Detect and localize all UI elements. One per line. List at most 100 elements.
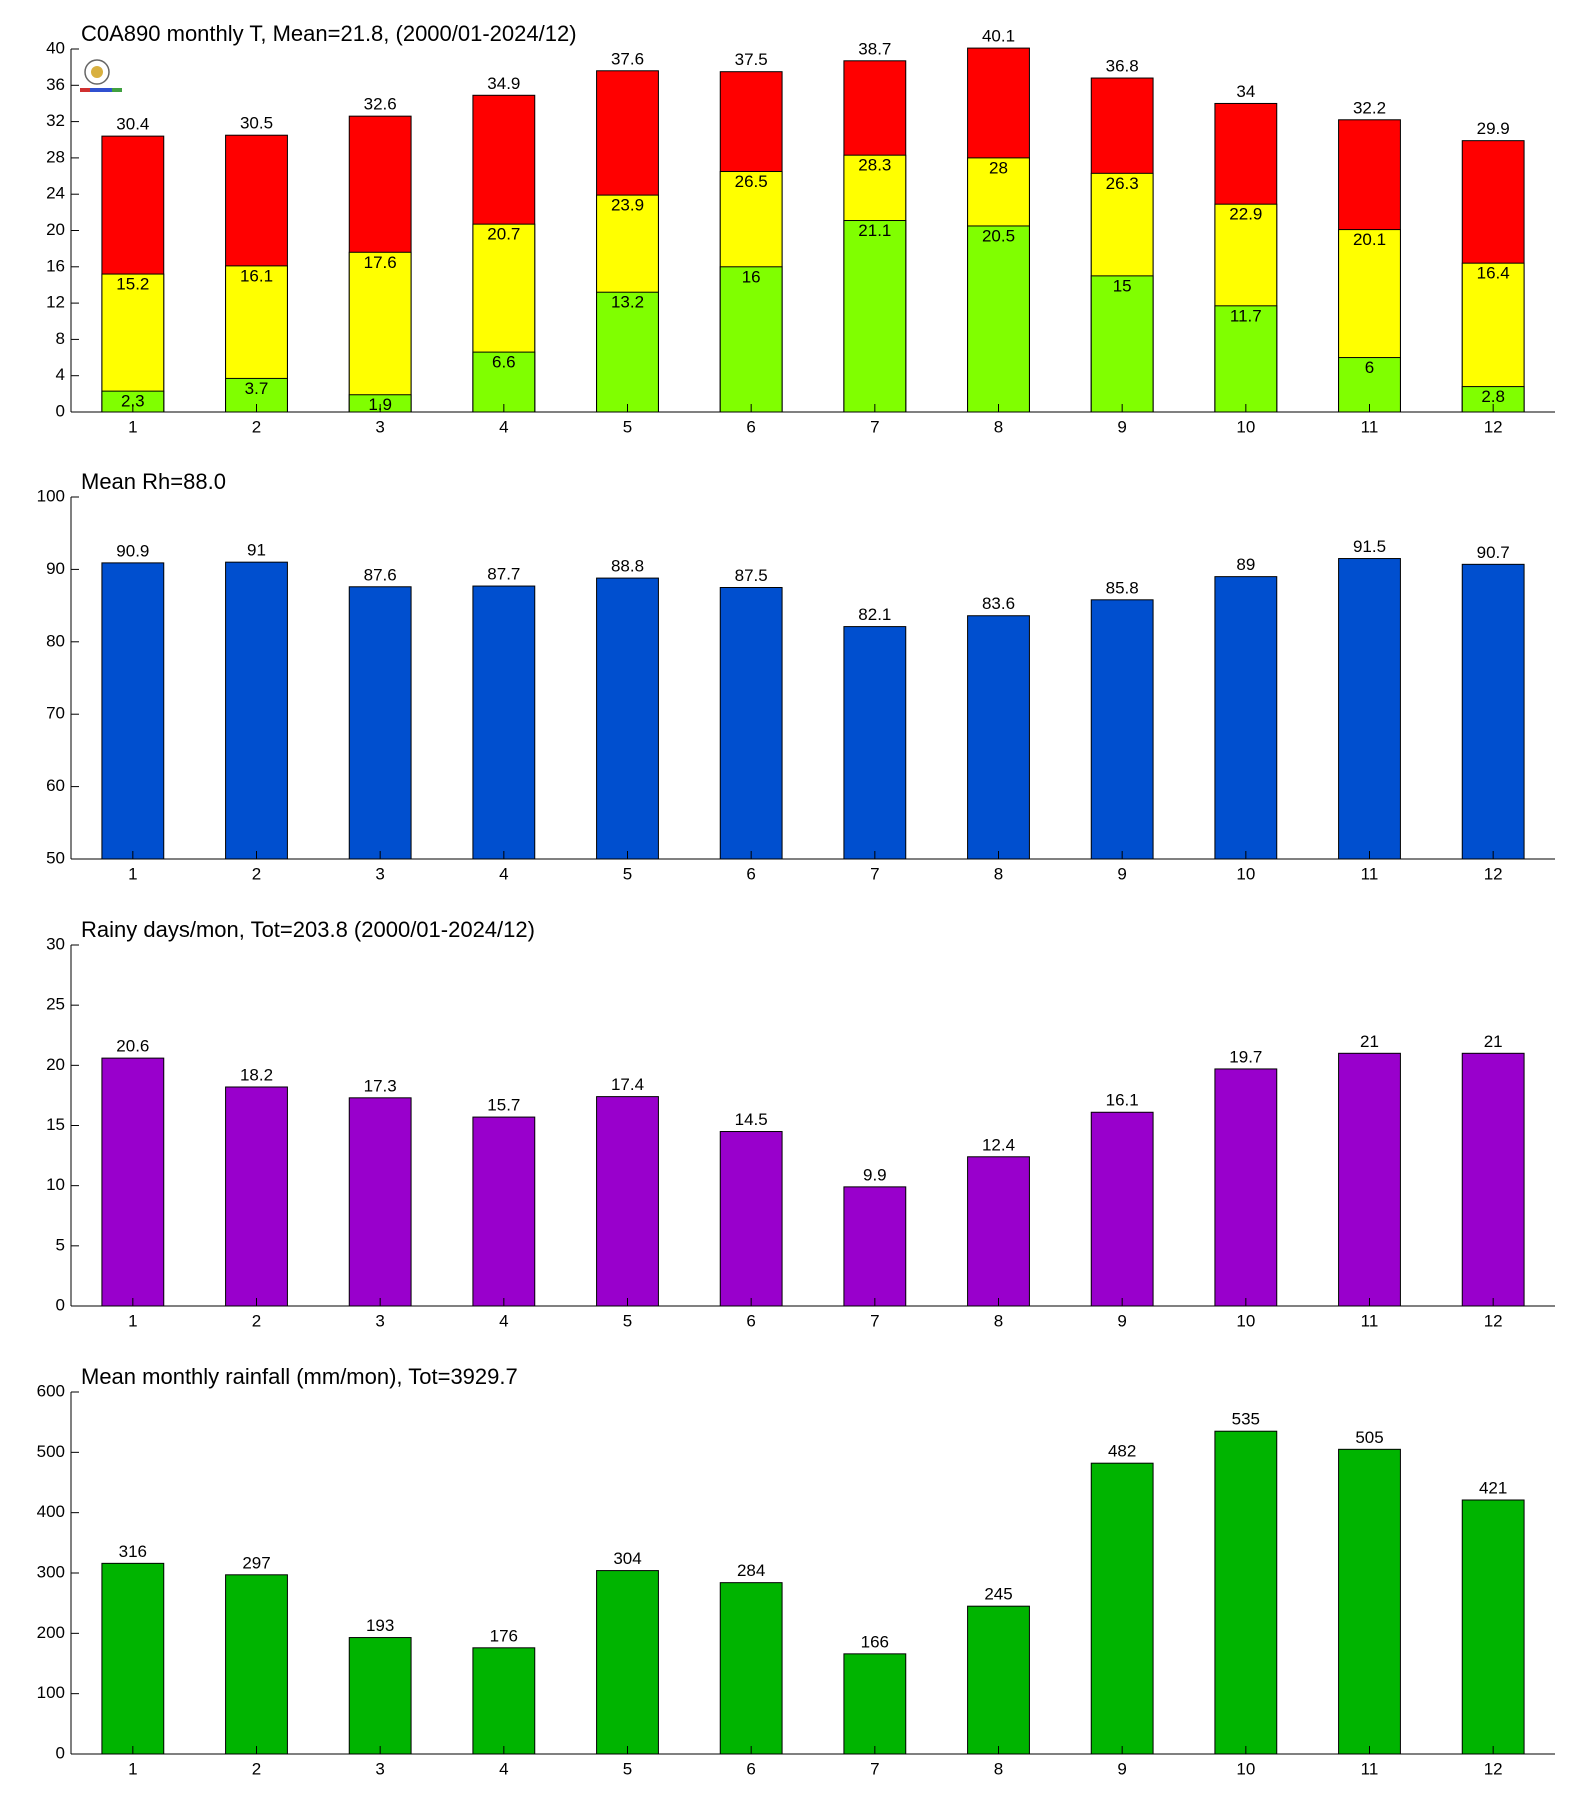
x-tick-label: 2 — [252, 1311, 261, 1330]
x-tick-label: 12 — [1484, 864, 1503, 883]
value-label: 38.7 — [858, 39, 891, 58]
value-label: 91.5 — [1353, 537, 1386, 556]
value-label: 15.7 — [487, 1096, 520, 1115]
bar — [967, 615, 1030, 860]
value-label: 12.4 — [982, 1135, 1015, 1154]
bar — [101, 562, 165, 860]
value-label: 166 — [861, 1632, 889, 1651]
y-tick-label: 300 — [37, 1562, 65, 1581]
value-label: 17.4 — [611, 1075, 644, 1094]
chart-title: Mean monthly rainfall (mm/mon), Tot=3929… — [81, 1364, 518, 1389]
value-label: 22.9 — [1229, 205, 1262, 224]
y-tick-label: 200 — [37, 1623, 65, 1642]
x-tick-label: 12 — [1484, 1759, 1503, 1778]
y-tick-label: 500 — [37, 1442, 65, 1461]
bar — [1090, 599, 1154, 860]
value-label: 15.2 — [116, 275, 149, 294]
value-label: 16.1 — [1106, 1091, 1139, 1110]
x-tick-label: 4 — [499, 417, 508, 436]
bar — [348, 1637, 412, 1755]
x-tick-label: 7 — [870, 864, 879, 883]
x-tick-label: 10 — [1236, 864, 1255, 883]
y-tick-label: 32 — [46, 111, 65, 130]
y-tick-label: 600 — [37, 1381, 65, 1400]
y-tick-label: 70 — [46, 704, 65, 723]
x-tick-label: 8 — [994, 1311, 1003, 1330]
y-tick-label: 4 — [56, 365, 65, 384]
chart-title: Mean Rh=88.0 — [81, 469, 226, 494]
bar — [1090, 1462, 1154, 1755]
value-label: 3.7 — [245, 379, 269, 398]
y-tick-label: 8 — [56, 329, 65, 348]
value-label: 87.7 — [487, 565, 520, 584]
value-label: 2.8 — [1481, 387, 1505, 406]
bar — [1090, 275, 1154, 413]
x-tick-label: 3 — [375, 417, 384, 436]
x-tick-label: 1 — [128, 417, 137, 436]
value-label: 28 — [989, 158, 1008, 177]
value-label: 15 — [1113, 276, 1132, 295]
value-label: 20.7 — [487, 225, 520, 244]
bar — [225, 1086, 288, 1307]
bar — [596, 291, 659, 413]
bar — [348, 251, 412, 413]
bar — [101, 1562, 165, 1755]
bar — [1214, 305, 1278, 413]
value-label: 40.1 — [982, 27, 1015, 46]
logo — [80, 59, 122, 92]
value-label: 18.2 — [240, 1065, 273, 1084]
bar — [719, 587, 783, 860]
y-tick-label: 80 — [46, 631, 65, 650]
value-label: 26.3 — [1106, 174, 1139, 193]
value-label: 20.5 — [982, 226, 1015, 245]
bar — [596, 1570, 659, 1755]
y-tick-label: 25 — [46, 995, 65, 1014]
value-label: 23.9 — [611, 196, 644, 215]
x-tick-label: 9 — [1117, 1311, 1126, 1330]
value-label: 32.2 — [1353, 98, 1386, 117]
y-tick-label: 20 — [46, 220, 65, 239]
y-tick-label: 400 — [37, 1502, 65, 1521]
value-label: 89 — [1236, 555, 1255, 574]
bar — [1214, 1430, 1278, 1755]
bar — [472, 1647, 536, 1755]
value-label: 14.5 — [735, 1110, 768, 1129]
value-label: 30.4 — [116, 115, 149, 134]
x-tick-label: 11 — [1361, 1311, 1379, 1330]
x-tick-label: 3 — [375, 864, 384, 883]
bar — [719, 1582, 783, 1755]
y-tick-label: 20 — [46, 1055, 65, 1074]
x-tick-label: 7 — [870, 1311, 879, 1330]
bar — [1461, 1052, 1525, 1307]
value-label: 245 — [984, 1585, 1012, 1604]
x-tick-label: 1 — [128, 1759, 137, 1778]
y-tick-label: 30 — [46, 934, 65, 953]
value-label: 6 — [1365, 358, 1374, 377]
value-label: 20.1 — [1353, 230, 1386, 249]
value-label: 87.5 — [735, 566, 768, 585]
x-tick-label: 10 — [1236, 1759, 1255, 1778]
x-tick-label: 2 — [252, 864, 261, 883]
value-label: 87.6 — [364, 565, 397, 584]
value-label: 16 — [742, 267, 761, 286]
value-label: 535 — [1232, 1410, 1260, 1429]
x-tick-label: 7 — [870, 1759, 879, 1778]
value-label: 37.6 — [611, 49, 644, 68]
y-tick-label: 0 — [56, 1295, 65, 1314]
value-label: 20.6 — [116, 1037, 149, 1056]
x-tick-label: 3 — [375, 1311, 384, 1330]
x-tick-label: 1 — [128, 1311, 137, 1330]
value-label: 26.5 — [735, 172, 768, 191]
y-tick-label: 36 — [46, 75, 65, 94]
value-label: 21 — [1484, 1032, 1503, 1051]
bar — [967, 1156, 1030, 1307]
bar — [719, 1131, 783, 1307]
bar — [472, 585, 536, 860]
y-tick-label: 100 — [37, 1683, 65, 1702]
value-label: 21 — [1360, 1032, 1379, 1051]
x-tick-label: 5 — [623, 1311, 632, 1330]
value-label: 37.5 — [735, 50, 768, 69]
x-tick-label: 5 — [623, 1759, 632, 1778]
value-label: 2.3 — [121, 392, 145, 411]
